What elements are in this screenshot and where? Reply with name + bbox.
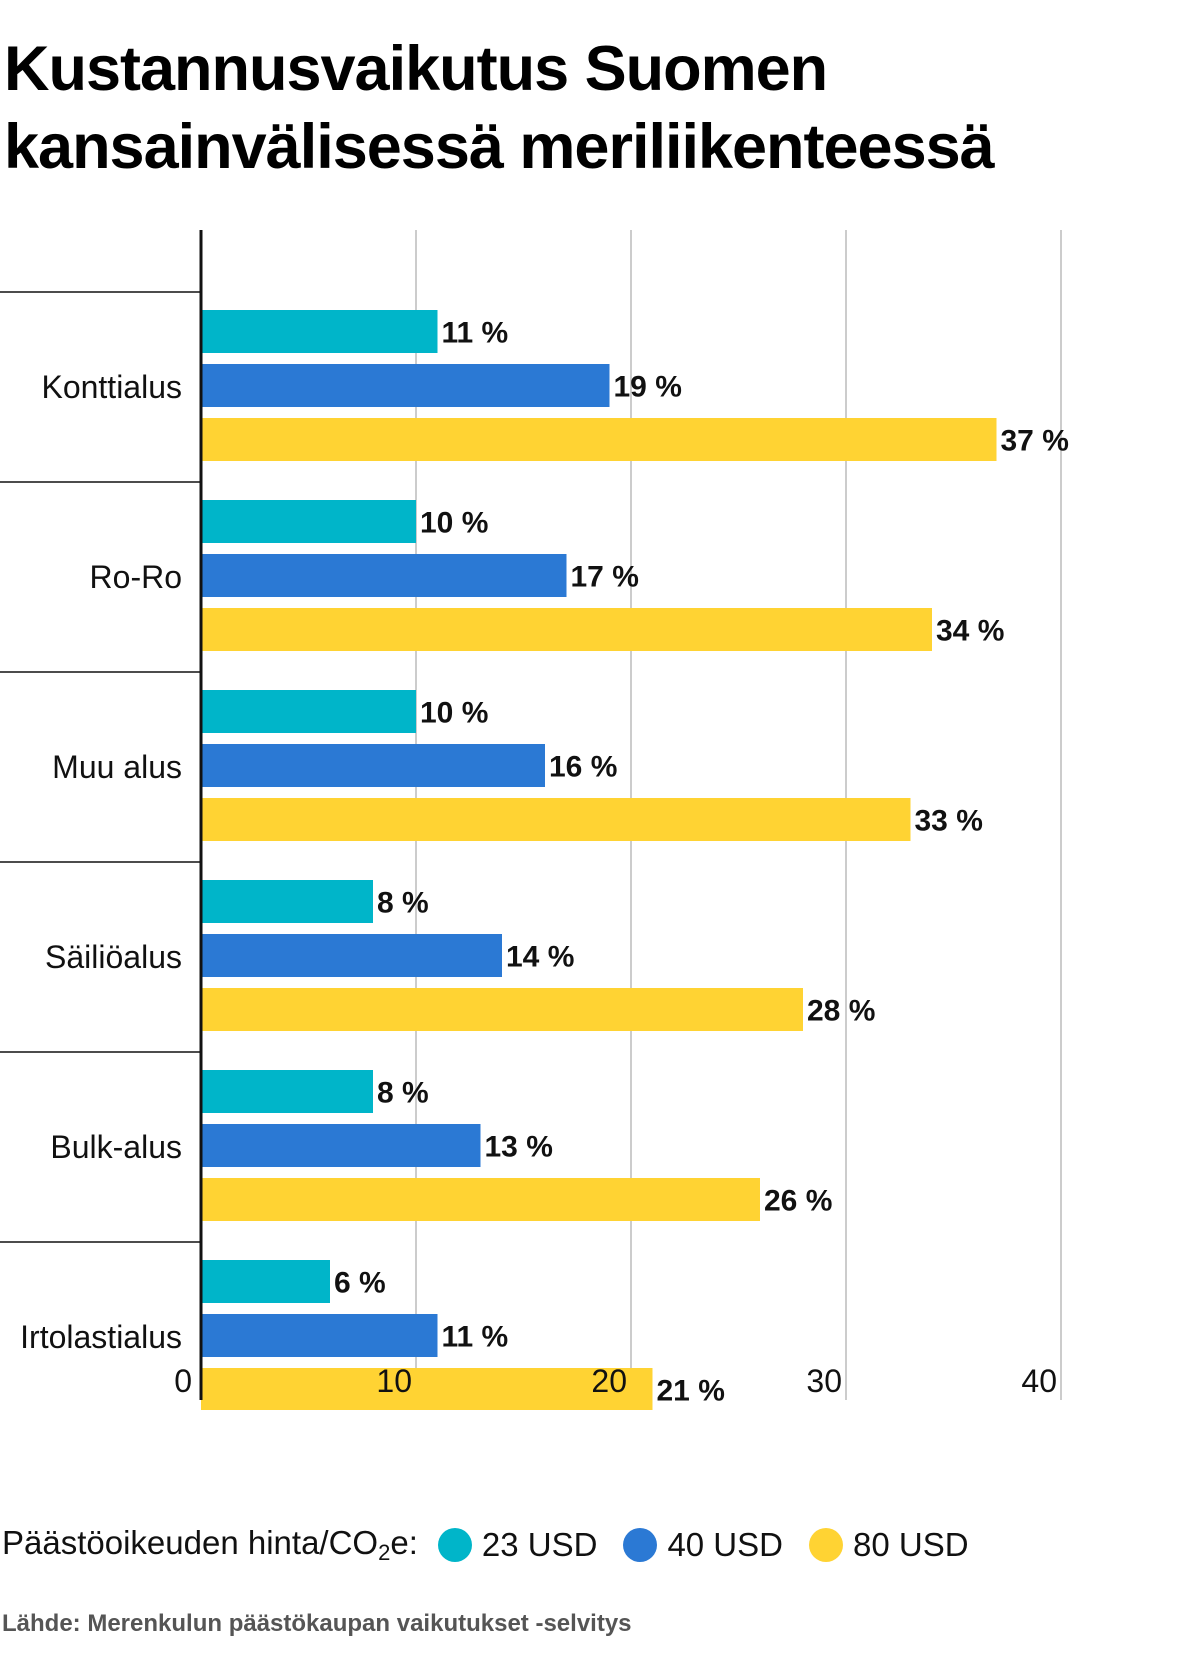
x-axis-ticks: 0 10 20 30 40 [174,1363,1057,1399]
category-label: Irtolastialus [20,1319,182,1355]
data-labels: 11 % 19 % 37 % 10 % 17 % 34 % 10 % 16 % 33 % 8 % 1… [334,317,1069,1408]
bar [201,690,416,733]
bar [201,934,502,977]
data-label: 11 % [442,317,509,350]
category-label: Säiliöalus [45,939,182,975]
legend-item-40-usd: 40 USD [623,1526,783,1564]
chart-title: Kustannusvaikutus Suomen kansainvälisess… [4,30,1184,186]
data-label: 13 % [485,1131,553,1164]
chart-title-line1: Kustannusvaikutus Suomen [4,34,828,104]
legend-item-23-usd: 23 USD [437,1526,598,1564]
legend-item-label: 40 USD [667,1526,783,1563]
category-label: Muu alus [52,749,182,785]
data-label: 14 % [506,941,574,974]
category-label: Ro-Ro [90,559,182,595]
category-separators [0,291,201,1243]
legend-label-suffix: e: [390,1524,418,1561]
bar [201,608,932,651]
bar [201,744,545,787]
bar [201,1070,373,1113]
legend-item-80-usd: 80 USD [809,1526,969,1564]
bar [201,988,803,1031]
legend-dot-icon [437,1528,472,1562]
x-tick-label: 20 [591,1363,627,1399]
legend-dot-icon [809,1528,843,1562]
source-note: Lähde: Merenkulun päästökaupan vaikutuks… [2,1610,632,1637]
legend-label: Päästöoikeuden hinta/CO2e: [2,1524,418,1566]
bar-chart: 11 % 19 % 37 % 10 % 17 % 34 % 10 % 16 % 33 % 8 % 1… [0,230,1069,1410]
chart-title-line2: kansainvälisessä meriliikenteessä [4,112,995,182]
legend-label-subscript: 2 [378,1540,391,1565]
x-tick-label: 10 [376,1363,412,1399]
legend-label-text: Päästöoikeuden hinta/CO [2,1524,379,1561]
data-label: 8 % [377,1077,429,1110]
bar [201,500,416,543]
data-label: 34 % [936,615,1004,648]
data-label: 28 % [807,995,875,1028]
x-tick-label: 40 [1021,1363,1057,1399]
data-label: 21 % [657,1375,725,1408]
bar [201,1260,330,1303]
data-label: 11 % [442,1321,509,1354]
x-tick-label: 0 [174,1363,192,1399]
category-labels: Konttialus Ro-Ro Muu alus Säiliöalus Bulk-al… [20,369,182,1355]
data-label: 8 % [377,887,429,920]
data-label: 17 % [571,561,639,594]
legend-item-label: 80 USD [853,1526,969,1563]
bar [201,364,610,407]
bar [201,1368,653,1410]
bar [201,1178,760,1221]
data-label: 33 % [915,805,983,838]
category-label: Konttialus [41,369,182,405]
category-label: Bulk-alus [50,1129,182,1165]
data-label: 10 % [420,697,488,730]
data-label: 6 % [334,1267,386,1300]
x-tick-label: 30 [806,1363,842,1399]
data-label: 10 % [420,507,488,540]
bar [201,880,373,923]
legend-item-label: 23 USD [481,1526,598,1563]
legend-dot-icon [623,1528,658,1562]
data-label: 19 % [614,371,682,404]
bars [201,310,997,1410]
data-label: 16 % [549,751,617,784]
bar [201,310,438,353]
bar [201,798,911,841]
bar [201,554,567,597]
bar [201,1124,481,1167]
legend: Päästöoikeuden hinta/CO2e: 23 USD 40 USD… [2,1520,995,1570]
bar [201,418,997,461]
data-label: 37 % [1001,425,1069,458]
bar [201,1314,438,1357]
data-label: 26 % [764,1185,832,1218]
